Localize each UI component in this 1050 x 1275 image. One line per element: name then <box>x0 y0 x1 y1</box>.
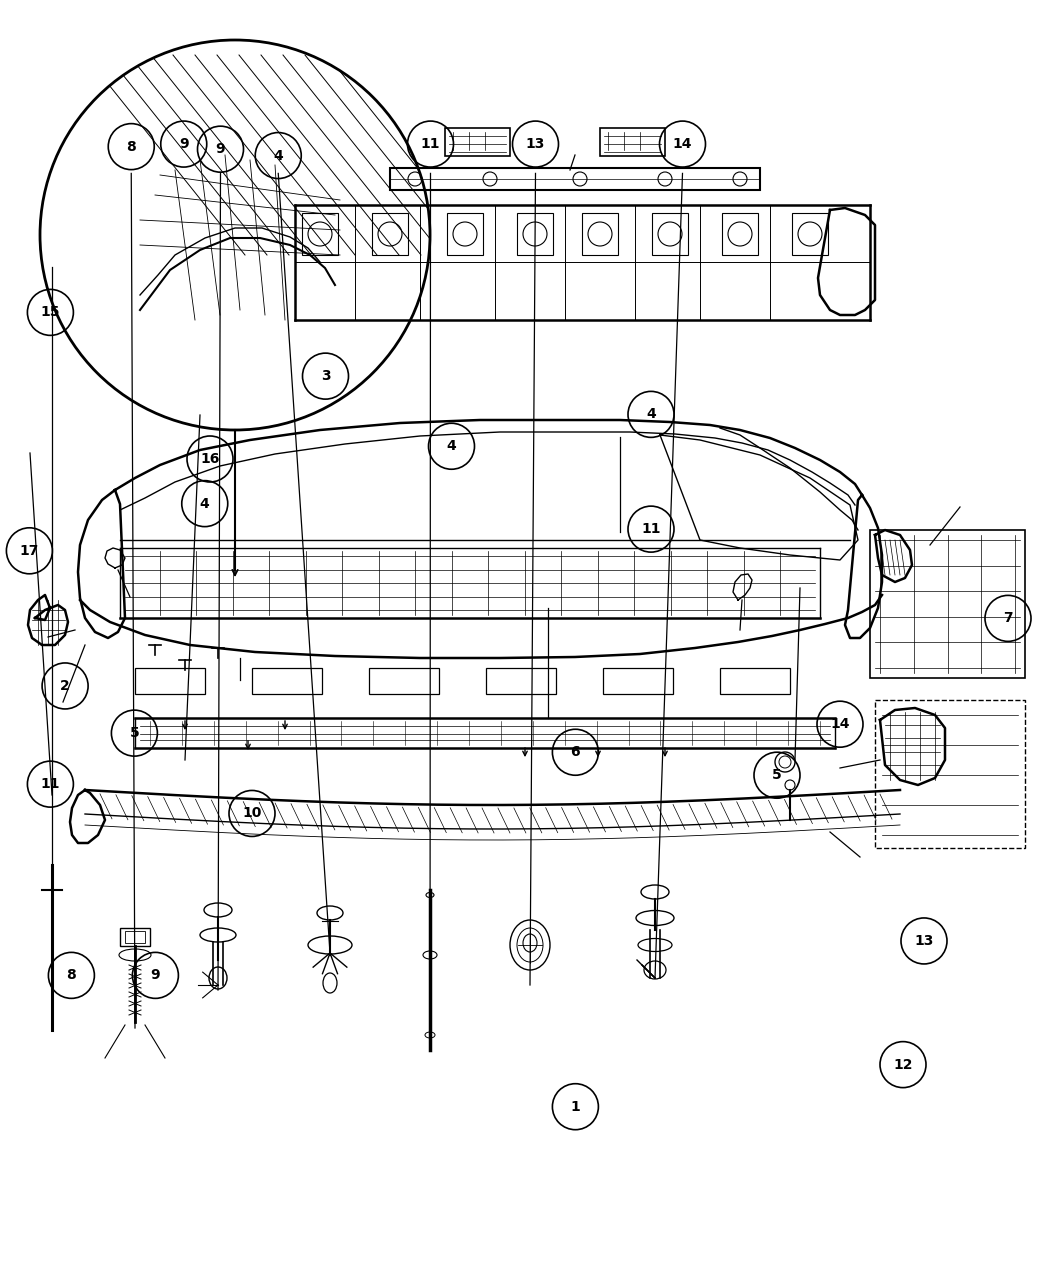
Text: 9: 9 <box>150 969 161 982</box>
Text: 4: 4 <box>273 149 284 162</box>
Bar <box>120 928 150 946</box>
Text: 14: 14 <box>831 718 849 731</box>
Text: 10: 10 <box>243 807 261 820</box>
Text: 2: 2 <box>60 680 70 692</box>
Bar <box>369 668 439 694</box>
Bar <box>445 128 510 156</box>
Text: 4: 4 <box>446 440 457 453</box>
Bar <box>252 668 322 694</box>
Text: 13: 13 <box>915 935 933 947</box>
Text: 17: 17 <box>20 544 39 557</box>
Text: 4: 4 <box>646 408 656 421</box>
Bar <box>447 213 483 255</box>
Bar <box>652 213 688 255</box>
Text: 5: 5 <box>129 727 140 739</box>
Bar <box>517 213 553 255</box>
Text: 13: 13 <box>526 138 545 150</box>
Text: 7: 7 <box>1003 612 1013 625</box>
Text: 1: 1 <box>570 1100 581 1113</box>
Text: 9: 9 <box>215 143 226 156</box>
Text: 16: 16 <box>201 453 219 465</box>
Bar <box>603 668 673 694</box>
Text: 14: 14 <box>673 138 692 150</box>
Bar <box>870 530 1025 678</box>
Text: 9: 9 <box>178 138 189 150</box>
Text: 8: 8 <box>66 969 77 982</box>
Text: 3: 3 <box>320 370 331 382</box>
Bar <box>372 213 408 255</box>
Bar <box>135 668 205 694</box>
Bar <box>600 128 665 156</box>
Bar <box>792 213 828 255</box>
Text: 8: 8 <box>126 140 136 153</box>
Bar <box>875 700 1025 848</box>
Bar <box>390 168 760 190</box>
Bar <box>486 668 556 694</box>
Text: 11: 11 <box>421 138 440 150</box>
Text: 4: 4 <box>200 497 210 510</box>
Bar <box>302 213 338 255</box>
Bar <box>720 668 790 694</box>
Text: 5: 5 <box>772 769 782 782</box>
Bar <box>582 213 618 255</box>
Text: 12: 12 <box>894 1058 912 1071</box>
Text: 15: 15 <box>41 306 60 319</box>
Bar <box>722 213 758 255</box>
Text: 11: 11 <box>642 523 660 536</box>
Bar <box>125 931 145 944</box>
Text: 11: 11 <box>41 778 60 790</box>
Text: 6: 6 <box>570 746 581 759</box>
